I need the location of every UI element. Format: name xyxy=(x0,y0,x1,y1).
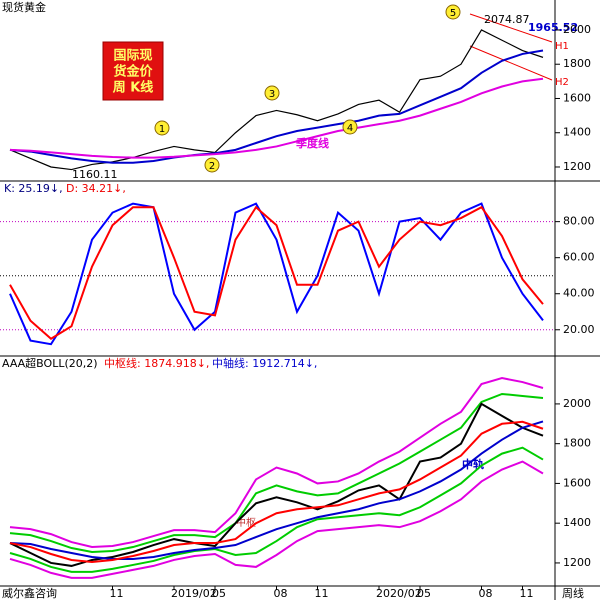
wave-label: 2 xyxy=(209,161,215,172)
x-tick-label: 08 xyxy=(479,587,493,600)
indicator-title: AAA超BOLL(20,2) xyxy=(2,356,98,370)
series-line xyxy=(9,77,544,159)
y-tick-label: 1400 xyxy=(563,126,591,139)
series-line xyxy=(9,392,544,554)
x-tick-label: 2020/02 xyxy=(376,587,422,600)
wave-marker xyxy=(445,4,461,20)
chart-title: 现货黄金 xyxy=(2,0,46,14)
indicator-value: 中枢线: 1874.918↓, xyxy=(104,356,209,370)
wave-marker xyxy=(264,85,280,101)
series-line xyxy=(9,49,544,164)
wave-marker xyxy=(154,120,170,136)
series-label: 中枢 xyxy=(236,516,256,529)
y-tick-label: 1600 xyxy=(563,476,591,489)
wave-label: 5 xyxy=(450,8,456,19)
y-tick-label: 1200 xyxy=(563,160,591,173)
y-tick-label: 20.00 xyxy=(563,323,595,336)
series-line xyxy=(9,460,544,579)
y-tick-label: 1600 xyxy=(563,91,591,104)
wave-label: 3 xyxy=(269,89,275,100)
source: 威尔鑫咨询 xyxy=(2,586,57,600)
indicator-value: K: 25.19↓, xyxy=(4,182,63,195)
y-tick-label: 80.00 xyxy=(563,215,595,228)
y-tick-label: 1800 xyxy=(563,57,591,70)
series-line xyxy=(9,446,544,573)
trend-line xyxy=(469,45,553,81)
y-tick-label: 2000 xyxy=(563,397,591,410)
wave-label: 1 xyxy=(159,124,165,135)
series-line xyxy=(9,377,544,549)
indicator-value: 中轴线: 1912.714↓, xyxy=(212,356,317,370)
badge-text: 国际现 xyxy=(113,49,152,64)
x-tick-label: 08 xyxy=(274,587,288,600)
x-tick-label: 05 xyxy=(212,587,226,600)
y-tick-label: 2000 xyxy=(563,23,591,36)
badge-text: 货金价 xyxy=(113,64,153,80)
series-line xyxy=(9,29,544,171)
series-line xyxy=(9,420,544,560)
wave-marker xyxy=(204,157,220,173)
wave-marker xyxy=(342,119,358,135)
series-line xyxy=(9,402,544,567)
indicator-value: D: 34.21↓, xyxy=(66,182,126,195)
annotation: 2074.87 xyxy=(484,13,530,26)
annotation: H1 xyxy=(555,41,569,52)
y-tick-label: 1400 xyxy=(563,516,591,529)
series-line xyxy=(9,202,544,346)
wave-label: 4 xyxy=(347,123,353,134)
x-tick-label: 11 xyxy=(520,587,534,600)
x-tick-label: 05 xyxy=(417,587,431,600)
series-line xyxy=(9,205,544,341)
series-line xyxy=(9,420,544,563)
y-tick-label: 1800 xyxy=(563,437,591,450)
annotation: H2 xyxy=(555,77,569,88)
y-tick-label: 40.00 xyxy=(563,287,595,300)
trend-line xyxy=(469,13,553,43)
y-tick-label: 1200 xyxy=(563,556,591,569)
y-tick-label: 60.00 xyxy=(563,251,595,264)
x-tick-label: 2019/02 xyxy=(171,587,217,600)
x-tick-label: 11 xyxy=(110,587,124,600)
x-tick-label: 11 xyxy=(315,587,329,600)
annotation: 1965.52 xyxy=(528,21,578,34)
badge xyxy=(102,41,164,101)
annotation: 1160.11 xyxy=(72,168,118,181)
period: 周线 xyxy=(562,586,584,600)
badge-text: 周 K线 xyxy=(113,80,154,96)
